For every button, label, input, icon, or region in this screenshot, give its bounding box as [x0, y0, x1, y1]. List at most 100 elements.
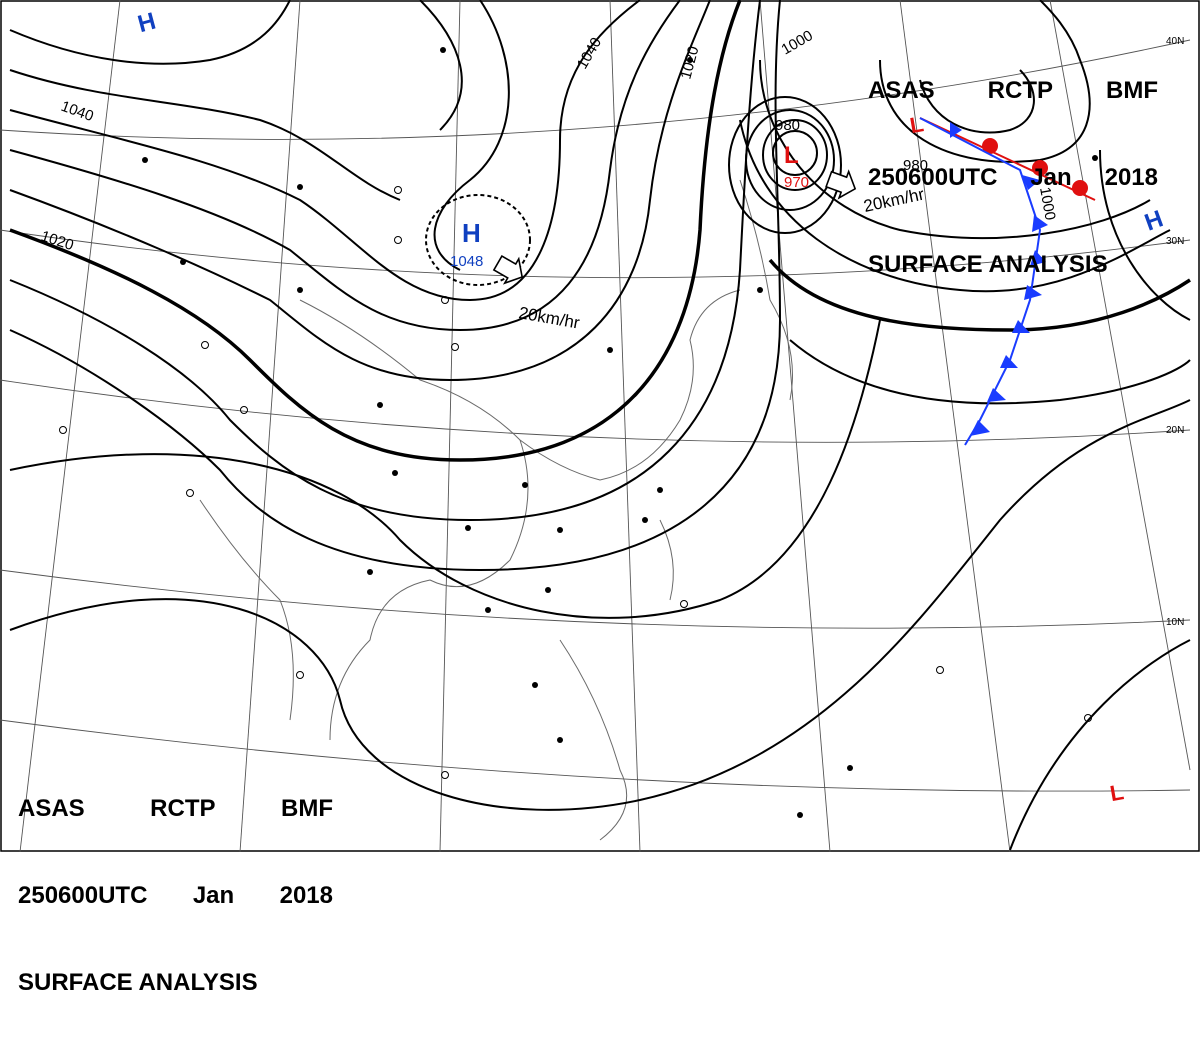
low-center-value: 970 [784, 174, 809, 191]
isobar-label: 1040 [59, 98, 96, 125]
high-ring-dashed [425, 194, 531, 286]
isobar [9, 399, 1191, 811]
meridian-line [239, 0, 301, 852]
header-row-1: ASAS RCTP BMF [18, 794, 333, 823]
station-marker [657, 487, 663, 493]
station-marker [522, 482, 528, 488]
isobar-low-ring [728, 96, 842, 234]
station-marker [392, 470, 398, 476]
surface-analysis-map: 40N 30N 20N 10N [0, 0, 1200, 996]
warm-front-symbol [1072, 180, 1088, 196]
arrow-icon [492, 254, 524, 285]
station-marker [1092, 155, 1098, 161]
meridian-line [899, 0, 1011, 852]
meridian-line [609, 0, 641, 852]
header-year: 2018 [279, 882, 333, 909]
high-center-value: 1048 [450, 253, 483, 270]
philippines-coast [559, 639, 628, 841]
isobar [879, 0, 1091, 163]
header-time: 250600UTC [18, 882, 148, 909]
header-row-2: 250600UTC Jan 2018 [18, 881, 333, 910]
header-agency: ASAS [18, 795, 85, 822]
cold-front-symbol [950, 122, 962, 138]
isobar [9, 0, 291, 65]
cold-front-line [919, 117, 1042, 446]
station-marker [1084, 714, 1092, 722]
isobar [9, 0, 641, 302]
header-row-1: ASAS RCTP BMF [868, 76, 1158, 105]
header-station: RCTP [987, 77, 1054, 104]
latitude-0-line [0, 719, 1191, 792]
station-marker [451, 343, 459, 351]
china-coast [299, 289, 741, 481]
isobar [419, 0, 463, 131]
station-marker [142, 157, 148, 163]
station-marker [394, 236, 402, 244]
latitude-20n-line [0, 379, 1191, 443]
isobar [1009, 639, 1191, 851]
header-product: SURFACE ANALYSIS [868, 251, 1108, 278]
station-marker [797, 812, 803, 818]
motion-speed-label: 20km/hr [517, 303, 581, 332]
header-row-3: SURFACE ANALYSIS [868, 250, 1158, 279]
meridian-line [759, 0, 831, 852]
station-marker [557, 737, 563, 743]
motion-arrows [492, 169, 857, 285]
india-coast [199, 499, 294, 721]
graticule [0, 0, 1191, 852]
header-code: BMF [281, 795, 333, 822]
lat-label-10n: 10N [1166, 617, 1184, 628]
japan-coast [739, 179, 793, 401]
station-marker [240, 406, 248, 414]
station-marker [465, 525, 471, 531]
station-marker [687, 57, 693, 63]
station-marker [296, 671, 304, 679]
isobar-label: 1000 [779, 27, 816, 58]
header-agency: ASAS [868, 77, 935, 104]
header-row-3: SURFACE ANALYSIS [18, 968, 333, 997]
cold-front-symbol [1022, 175, 1040, 190]
isobar [919, 69, 1035, 134]
isobar [9, 69, 401, 201]
station-marker [441, 296, 449, 304]
isobar [9, 0, 761, 522]
meridian-line [1049, 0, 1191, 771]
warm-front-symbol [1032, 160, 1048, 176]
header-product: SURFACE ANALYSIS [18, 969, 258, 996]
isobar-low-ring [745, 109, 835, 211]
isobars [9, 0, 1191, 851]
warm-front-symbol [982, 138, 998, 154]
fronts [919, 117, 1096, 446]
isobar [739, 119, 1171, 293]
high-center-symbol: H [462, 218, 481, 248]
isobar-label: 980 [903, 157, 928, 174]
station-marker [377, 402, 383, 408]
station-marker [680, 600, 688, 608]
header-year: 2018 [1104, 164, 1158, 191]
header-month: Jan [1030, 164, 1072, 191]
station-marker [441, 771, 449, 779]
cold-front-symbol [1032, 215, 1048, 232]
isobar-thick [9, 0, 742, 462]
motion-labels: 20km/hr 20km/hr [517, 184, 926, 332]
isobar-label: 1040 [574, 35, 605, 72]
isobar [9, 0, 711, 382]
isobar [9, 0, 681, 332]
station-marker [936, 666, 944, 674]
station-marker [440, 47, 446, 53]
station-marker [201, 341, 209, 349]
meridian-line [439, 0, 461, 852]
station-marker [757, 287, 763, 293]
map-border [0, 0, 1200, 852]
station-marker [545, 587, 551, 593]
arrow-icon [825, 169, 857, 200]
station-plots-open [59, 186, 1092, 779]
cold-front-symbol [1012, 320, 1030, 333]
cold-front-symbol [970, 420, 990, 436]
chart-header-top: ASAS RCTP BMF 250600UTC Jan 2018 SURFACE… [868, 18, 1158, 337]
isobar [433, 0, 510, 271]
isobar [9, 0, 782, 572]
station-marker [297, 184, 303, 190]
station-marker [59, 426, 67, 434]
indochina-coast [329, 439, 529, 741]
